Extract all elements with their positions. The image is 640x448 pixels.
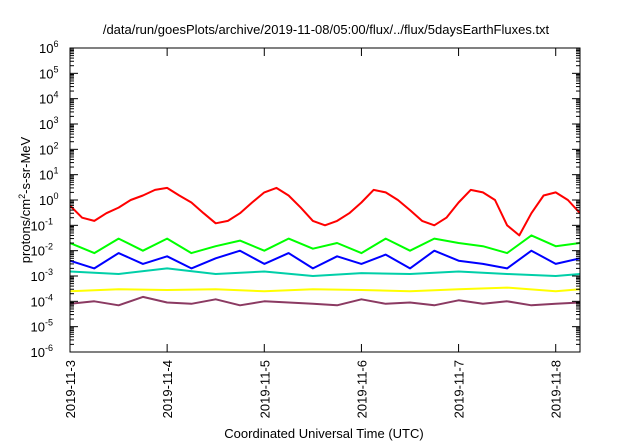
y-tick-label: 103 — [39, 115, 58, 132]
y-tick-label: 102 — [39, 140, 58, 157]
x-tick-label: 2019-11-7 — [452, 360, 467, 418]
series-line-4 — [70, 267, 580, 277]
y-tick-label: 10-5 — [31, 318, 53, 335]
plot-frame — [69, 47, 581, 353]
x-axis-label: Coordinated Universal Time (UTC) — [224, 426, 423, 441]
y-tick-label: 10-3 — [31, 267, 53, 284]
y-tick-label: 10-4 — [31, 292, 53, 309]
y-tick-label: 101 — [39, 166, 58, 183]
series-line-1 — [70, 186, 580, 237]
y-tick-label: 100 — [39, 191, 58, 208]
y-tick-label: 10-6 — [31, 343, 53, 360]
y-axis: 106 105 104 103 102 101 100 10-1 10-2 10-3 10-4 10-… — [31, 39, 580, 360]
y-tick-label: 10-1 — [31, 216, 53, 233]
chart-title: /data/run/goesPlots/archive/2019-11-08/0… — [103, 22, 550, 37]
y-tick-label: 105 — [39, 64, 58, 81]
x-tick-label: 2019-11-8 — [549, 360, 564, 418]
x-tick-label: 2019-11-6 — [354, 360, 369, 418]
series-line-5 — [70, 286, 580, 293]
x-tick-label: 2019-11-4 — [160, 360, 175, 418]
x-tick-label: 2019-11-3 — [63, 360, 78, 418]
series-line-2 — [70, 234, 580, 255]
series-line-3 — [70, 249, 580, 270]
y-tick-label: 10-2 — [31, 242, 53, 259]
series-line-6 — [70, 295, 580, 307]
x-axis: 2019-11-3 2019-11-4 2019-11-5 2019-11-6 2019… — [63, 48, 564, 418]
y-axis-label: protons/cm2-s-sr-MeV — [17, 136, 33, 263]
y-tick-label: 104 — [39, 90, 58, 107]
y-tick-label: 106 — [39, 39, 58, 56]
x-tick-label: 2019-11-5 — [257, 360, 272, 418]
